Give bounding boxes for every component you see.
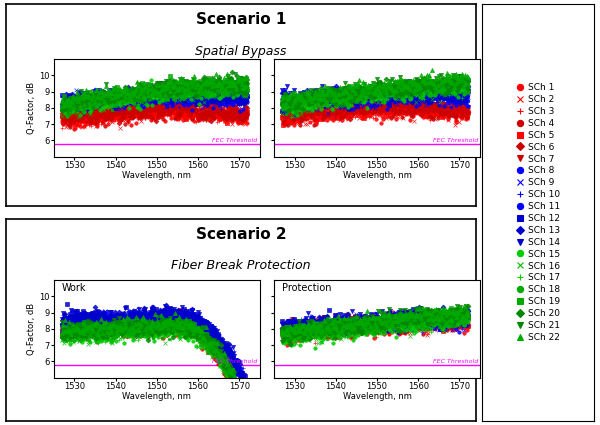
Text: Spatial Bypass: Spatial Bypass [196, 45, 287, 58]
Text: Fiber Break Protection: Fiber Break Protection [172, 259, 311, 272]
X-axis label: Wavelength, nm: Wavelength, nm [343, 392, 412, 401]
X-axis label: Wavelength, nm: Wavelength, nm [122, 171, 191, 180]
Text: FEC Threshold: FEC Threshold [433, 138, 478, 142]
Text: Scenario 1: Scenario 1 [196, 12, 286, 27]
Text: FEC Threshold: FEC Threshold [433, 359, 478, 363]
X-axis label: Wavelength, nm: Wavelength, nm [122, 392, 191, 401]
Text: Work: Work [62, 283, 86, 293]
Text: FEC Threshold: FEC Threshold [212, 138, 258, 142]
Text: FEC Threshold: FEC Threshold [212, 359, 258, 363]
Legend: SCh 1, SCh 2, SCh 3, SCh 4, SCh 5, SCh 6, SCh 7, SCh 8, SCh 9, SCh 10, SCh 11, S: SCh 1, SCh 2, SCh 3, SCh 4, SCh 5, SCh 6… [511, 79, 565, 346]
Text: Scenario 2: Scenario 2 [196, 227, 286, 242]
X-axis label: Wavelength, nm: Wavelength, nm [343, 171, 412, 180]
Text: Protection: Protection [283, 283, 332, 293]
Y-axis label: Q-Factor, dB: Q-Factor, dB [28, 303, 37, 355]
Y-axis label: Q-Factor, dB: Q-Factor, dB [28, 82, 37, 134]
